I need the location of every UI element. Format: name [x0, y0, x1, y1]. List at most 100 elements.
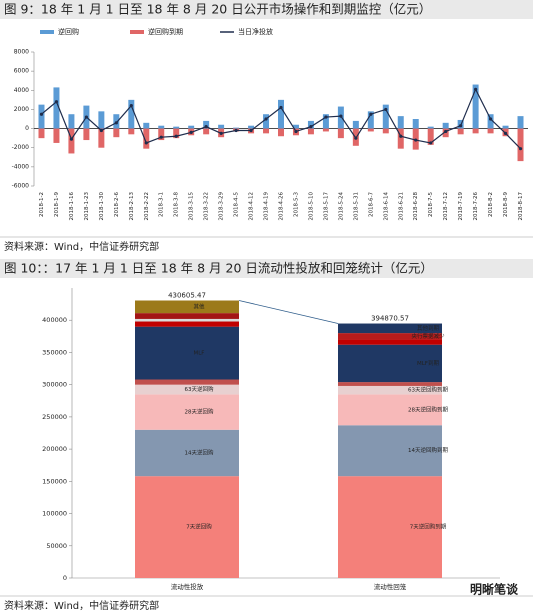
segment-label: 14天逆回购	[185, 448, 214, 456]
line-point	[518, 147, 523, 151]
bar	[98, 111, 105, 129]
segment-label: 28天逆回购到期	[408, 405, 448, 413]
y-tick-label: 0	[63, 574, 67, 582]
line-point	[399, 134, 403, 138]
segment-label: 63天逆回购	[185, 385, 214, 393]
segment-label: 28天逆回购	[185, 408, 214, 416]
caption-bar	[0, 259, 533, 278]
x-tick-label: 2018-2-13	[129, 192, 135, 221]
line-point	[99, 128, 103, 133]
x-tick-label: 2018-8-9	[503, 192, 509, 217]
bar	[173, 128, 180, 139]
segment-label: 14天逆回购到期	[408, 446, 448, 454]
line-point	[324, 115, 328, 119]
line-point	[69, 137, 74, 141]
line-point	[39, 112, 44, 116]
line-point	[384, 107, 388, 112]
x-tick-label: 2018-5-17	[323, 192, 329, 221]
bar	[487, 128, 494, 134]
bar-segment	[135, 300, 239, 314]
x-tick-label: 2018-5-31	[353, 192, 359, 220]
bar-segment	[135, 326, 239, 380]
segment-label: MLF到期	[417, 360, 439, 367]
bar	[98, 128, 105, 148]
line-point	[369, 112, 373, 116]
connector	[238, 300, 339, 324]
line-point	[249, 128, 253, 133]
line-point	[144, 141, 148, 145]
bar-segment	[338, 339, 442, 345]
bar	[367, 111, 374, 129]
bar-segment	[338, 385, 442, 395]
y-tick-label: -4000	[12, 163, 30, 170]
bar	[128, 99, 135, 129]
figure-source: 资料来源：Wind，中信证券研究部	[4, 240, 159, 253]
bar	[218, 124, 225, 129]
bar	[83, 128, 90, 141]
x-tick-label: 2018-1-30	[99, 192, 105, 221]
line-point	[219, 131, 223, 135]
line-point	[444, 129, 448, 134]
figure-caption: 图 10：：17 年 1 月 1 日至 18 年 8 月 20 日流动性投放和回…	[4, 261, 433, 276]
bar	[68, 128, 75, 154]
legend-label: 当日净投放	[238, 27, 273, 36]
line-point	[54, 100, 59, 104]
bar	[352, 120, 359, 129]
bar	[472, 128, 479, 134]
bar	[203, 120, 210, 129]
caption-bar	[0, 0, 533, 19]
x-tick-label: 2018-1-9	[54, 192, 60, 217]
bar-segment	[338, 394, 442, 426]
bar-segment	[338, 425, 442, 477]
y-tick-label: 0	[25, 125, 29, 132]
x-tick-label: 2018-5-24	[338, 192, 344, 221]
bar	[322, 128, 329, 132]
y-tick-label: 2000	[14, 106, 29, 113]
x-tick-label: 2018-5-10	[308, 192, 314, 221]
line-point	[279, 105, 283, 110]
bar-segment	[338, 476, 442, 578]
bar	[307, 120, 314, 129]
x-tick-label: 2018-7-26	[473, 192, 479, 221]
bar	[128, 128, 135, 135]
line-point	[503, 131, 508, 135]
bar	[68, 114, 75, 129]
legend-label: 逆回购	[58, 27, 79, 36]
bar	[203, 128, 210, 135]
segment-label: 其他到期	[417, 324, 440, 332]
line-point	[354, 136, 358, 140]
figure-source: 资料来源：Wind，中信证券研究部	[4, 599, 159, 612]
y-tick-label: 8000	[14, 49, 29, 56]
bar	[158, 125, 165, 129]
bar	[143, 122, 150, 129]
legend-swatch	[40, 30, 54, 34]
line-point	[459, 124, 463, 128]
bar-segment	[135, 321, 239, 327]
line-point	[174, 134, 178, 138]
x-tick-label: 2018-2-22	[144, 192, 150, 220]
line-point	[189, 130, 193, 134]
bar-segment	[135, 313, 239, 319]
line-point	[488, 117, 493, 121]
x-tick-label: 流动性投放	[171, 582, 204, 591]
legend-label: 逆回购到期	[148, 27, 183, 36]
bar	[263, 128, 270, 134]
line-point	[234, 128, 238, 133]
bar	[442, 122, 449, 129]
line-point	[84, 115, 88, 119]
bar	[188, 125, 195, 129]
line-point	[414, 138, 418, 142]
y-tick-label: 100000	[42, 510, 67, 518]
x-tick-label: 2018-1-2	[39, 192, 45, 217]
line-point	[429, 141, 433, 145]
y-tick-label: 350000	[42, 348, 67, 356]
y-tick-label: 400000	[42, 316, 67, 324]
line-point	[474, 87, 478, 91]
x-tick-label: 2018-3-1	[159, 192, 165, 217]
bar-segment	[135, 318, 239, 322]
bar	[278, 128, 284, 137]
x-tick-label: 2018-1-16	[69, 192, 75, 221]
bar	[38, 128, 45, 139]
y-tick-label: 6000	[14, 68, 29, 75]
segment-label: 63天逆回购到期	[408, 386, 448, 394]
